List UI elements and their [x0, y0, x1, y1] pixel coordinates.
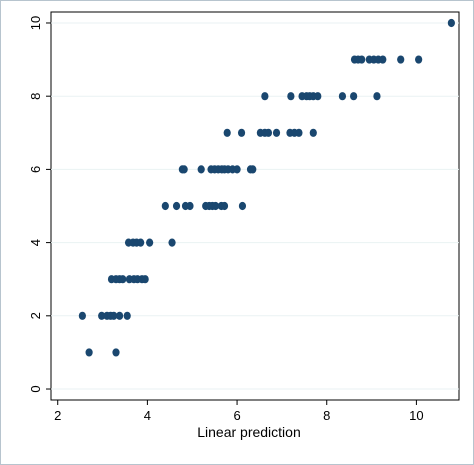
data-point [123, 311, 131, 320]
data-point [172, 201, 181, 211]
data-point [295, 128, 303, 137]
data-points [78, 18, 455, 357]
y-tick-label: 8 [28, 93, 43, 100]
data-point [233, 165, 241, 174]
data-point [180, 165, 188, 174]
data-point [264, 128, 273, 137]
x-tick-label: 10 [409, 408, 423, 423]
x-tick-label: 2 [54, 408, 61, 423]
data-point [223, 128, 231, 137]
y-tick-label: 6 [28, 166, 43, 173]
data-point [447, 18, 455, 28]
data-point [119, 275, 127, 284]
data-point [146, 238, 154, 247]
data-point [261, 92, 269, 101]
data-point [141, 275, 149, 284]
x-axis-title: Linear prediction [197, 424, 301, 440]
plot-area [50, 11, 460, 401]
data-point [98, 311, 106, 320]
data-point [272, 128, 281, 137]
data-point [338, 92, 347, 101]
data-point [287, 92, 295, 101]
data-point [110, 311, 118, 320]
y-tick-label: 4 [28, 239, 43, 246]
data-point [238, 201, 247, 211]
x-tick-label: 4 [144, 408, 151, 423]
data-point [358, 55, 366, 64]
y-tick-label: 2 [28, 312, 43, 319]
data-point [85, 348, 93, 357]
data-point [137, 238, 145, 247]
data-point [220, 201, 229, 211]
data-point [314, 92, 322, 101]
data-point [186, 201, 194, 211]
x-tick-label: 6 [233, 408, 240, 423]
data-point [415, 55, 423, 64]
data-point [115, 311, 124, 320]
data-point [373, 92, 381, 101]
data-point [112, 348, 120, 357]
data-point [168, 238, 176, 247]
data-point [197, 165, 205, 174]
data-point [379, 55, 387, 64]
data-point [397, 55, 405, 64]
y-tick-label: 0 [28, 385, 43, 392]
data-point [161, 201, 169, 211]
data-point [249, 165, 257, 174]
data-point [78, 311, 86, 320]
x-tick-label: 8 [323, 408, 330, 423]
data-point [211, 201, 220, 211]
axis-ticks: 0 2 4 6 8 10 2 4 6 8 10 [28, 16, 424, 423]
data-point [350, 92, 358, 101]
y-tick-label: 10 [28, 16, 43, 30]
data-point [309, 128, 317, 137]
data-point [237, 128, 246, 137]
